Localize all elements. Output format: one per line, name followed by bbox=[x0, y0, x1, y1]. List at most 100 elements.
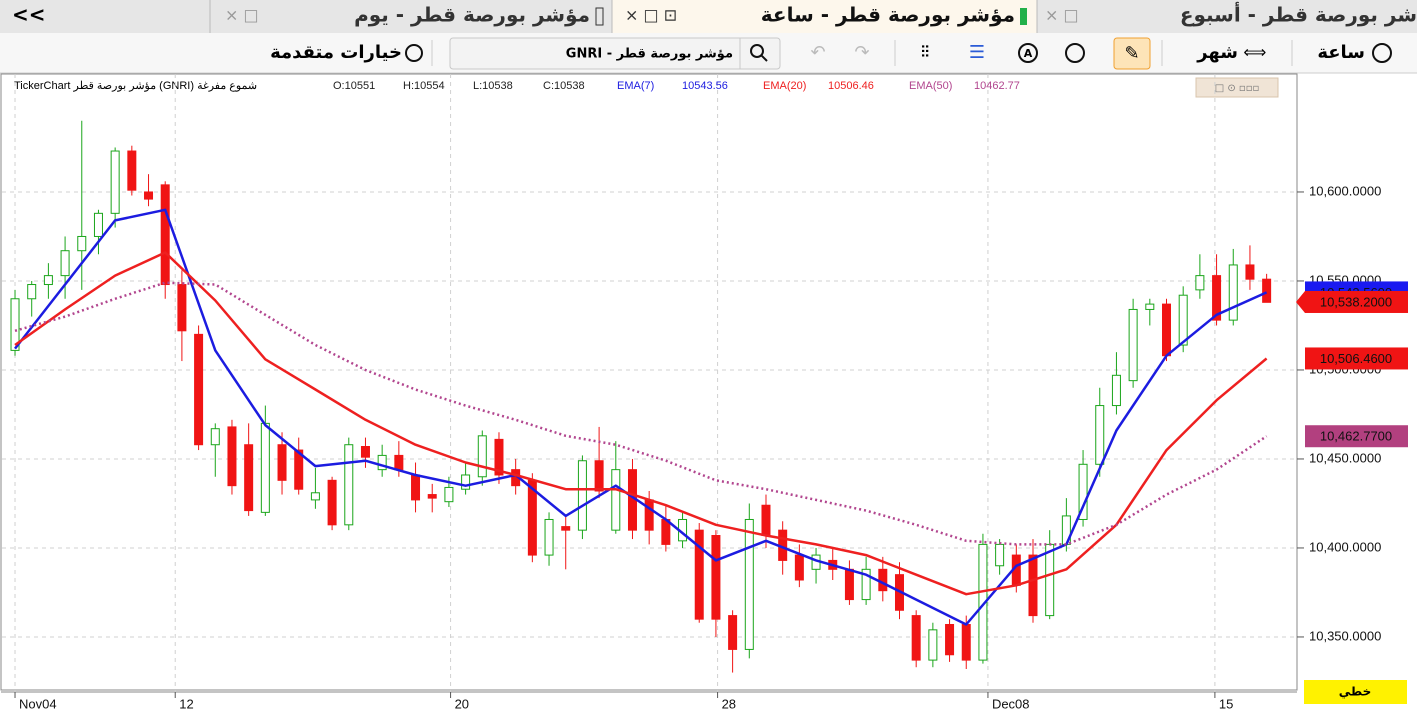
candle-body bbox=[911, 615, 921, 661]
tab-icons[interactable]: × □ bbox=[1045, 6, 1079, 25]
legend-name: EMA(20) bbox=[763, 80, 806, 92]
compare-icon[interactable]: ⫶⫶ bbox=[921, 43, 929, 62]
candle-body bbox=[477, 435, 487, 478]
price-badge-arrow bbox=[1296, 290, 1305, 313]
x-tick-label: 28 bbox=[722, 696, 736, 711]
candle-body bbox=[1212, 275, 1222, 321]
candle-body bbox=[27, 284, 37, 300]
candle-body bbox=[594, 460, 604, 492]
alert-icon[interactable] bbox=[1018, 43, 1038, 63]
candle-body bbox=[644, 499, 654, 531]
search-text: GNRI - مؤشر بورصة قطر bbox=[566, 47, 733, 62]
chart-type-label[interactable]: خطي bbox=[1339, 685, 1371, 699]
price-badge bbox=[1305, 347, 1408, 370]
clock-icon[interactable] bbox=[1372, 43, 1392, 63]
candle-body bbox=[77, 235, 87, 252]
tab[interactable]: مؤشر بورصة قطر - يوم bbox=[354, 3, 590, 27]
candle-body bbox=[744, 518, 754, 650]
candle-body bbox=[544, 518, 554, 556]
candle-body bbox=[394, 454, 404, 471]
panel-controls[interactable] bbox=[1195, 77, 1279, 98]
candle-body bbox=[444, 486, 454, 503]
undo-icon[interactable]: ↶ bbox=[810, 42, 825, 63]
candle-body bbox=[1178, 294, 1188, 346]
candle-body bbox=[1195, 275, 1205, 291]
x-tick-label: Nov04 bbox=[19, 696, 57, 711]
candle-body bbox=[1245, 264, 1255, 280]
ohlc-label: O:10551 bbox=[333, 80, 375, 92]
price-badge-label: 10,538.2000 bbox=[1320, 294, 1392, 309]
advanced-options[interactable]: خيارات متقدمة bbox=[270, 42, 402, 63]
legend-value: 10462.77 bbox=[974, 80, 1020, 92]
candle-body bbox=[995, 543, 1005, 567]
lines-icon[interactable]: ☰ bbox=[969, 42, 985, 63]
x-tick-label: 20 bbox=[455, 696, 469, 711]
candle-body bbox=[360, 446, 370, 458]
ema-line bbox=[14, 208, 1268, 626]
chart-type-button[interactable] bbox=[1304, 680, 1407, 704]
candle-body bbox=[260, 422, 270, 513]
candle-body bbox=[160, 184, 170, 286]
candle-body bbox=[327, 479, 337, 526]
candle-body bbox=[961, 623, 971, 661]
candle-body bbox=[127, 150, 137, 191]
candle-body bbox=[377, 454, 387, 471]
plot bbox=[2, 74, 1297, 692]
candle-body bbox=[93, 212, 103, 237]
candle-body bbox=[411, 474, 421, 501]
tab-icons[interactable]: × □ ⊡ bbox=[625, 6, 677, 25]
gear-icon[interactable] bbox=[405, 44, 423, 62]
chart-title: TickerChart مؤشر بورصة قطر (GNRI) شموع م… bbox=[14, 80, 257, 92]
candle-body bbox=[1128, 308, 1138, 382]
candle-body bbox=[794, 554, 804, 581]
range-icon[interactable]: ⟺ bbox=[1244, 43, 1267, 62]
indicator-icon[interactable] bbox=[1065, 43, 1085, 63]
legend-name: EMA(7) bbox=[617, 80, 654, 92]
candle-body bbox=[728, 615, 738, 650]
svg-text:□ ⊙ ▫▫▫: □ ⊙ ▫▫▫ bbox=[1215, 83, 1260, 94]
y-tick-label: 10,400.0000 bbox=[1309, 539, 1381, 554]
active-tab bbox=[612, 0, 1037, 33]
price-badge bbox=[1305, 425, 1408, 448]
pencil-icon: ✎ bbox=[1124, 43, 1139, 64]
price-badge-label: 10,462.7700 bbox=[1320, 429, 1392, 444]
hour-button[interactable]: ساعة bbox=[1317, 42, 1365, 63]
tab-back[interactable]: << bbox=[12, 3, 46, 27]
candle-body bbox=[1262, 278, 1272, 303]
candle-body bbox=[43, 275, 53, 286]
candle-body bbox=[244, 444, 254, 512]
candle-body bbox=[294, 449, 304, 490]
tab-icons[interactable]: × □ bbox=[225, 6, 259, 25]
candle-body bbox=[210, 428, 220, 446]
price-badge bbox=[1305, 290, 1408, 313]
tab[interactable]: مؤشر بورصة قطر - ساعة bbox=[761, 3, 1015, 27]
candle-body bbox=[144, 191, 154, 200]
candle-body bbox=[694, 529, 704, 620]
search-box[interactable] bbox=[449, 37, 781, 70]
x-tick-label: Dec08 bbox=[992, 696, 1030, 711]
ohlc-label: L:10538 bbox=[473, 80, 513, 92]
ema-line bbox=[14, 251, 1268, 596]
y-tick-label: 10,350.0000 bbox=[1309, 628, 1381, 643]
candle-body bbox=[1162, 303, 1172, 357]
candle-body bbox=[945, 623, 955, 656]
candle-body bbox=[577, 460, 587, 531]
plot-area bbox=[0, 73, 1298, 691]
x-tick-label: 12 bbox=[179, 696, 193, 711]
candle-body bbox=[1145, 303, 1155, 310]
candle-body bbox=[1045, 543, 1055, 617]
month-button[interactable]: شهر bbox=[1196, 42, 1238, 63]
candle-body bbox=[844, 568, 854, 601]
candle-body bbox=[761, 504, 771, 536]
candle-body bbox=[427, 494, 437, 499]
candle-body bbox=[344, 444, 354, 526]
tab[interactable]: شر بورصة قطر - أسبوع bbox=[1180, 1, 1417, 27]
candle-body bbox=[60, 250, 70, 277]
draw-tool[interactable] bbox=[1113, 37, 1151, 70]
candle-body bbox=[1028, 554, 1038, 617]
legend-value: 10543.56 bbox=[682, 80, 728, 92]
y-tick-label: 10,600.0000 bbox=[1309, 183, 1381, 198]
redo-icon[interactable]: ↷ bbox=[854, 42, 869, 63]
